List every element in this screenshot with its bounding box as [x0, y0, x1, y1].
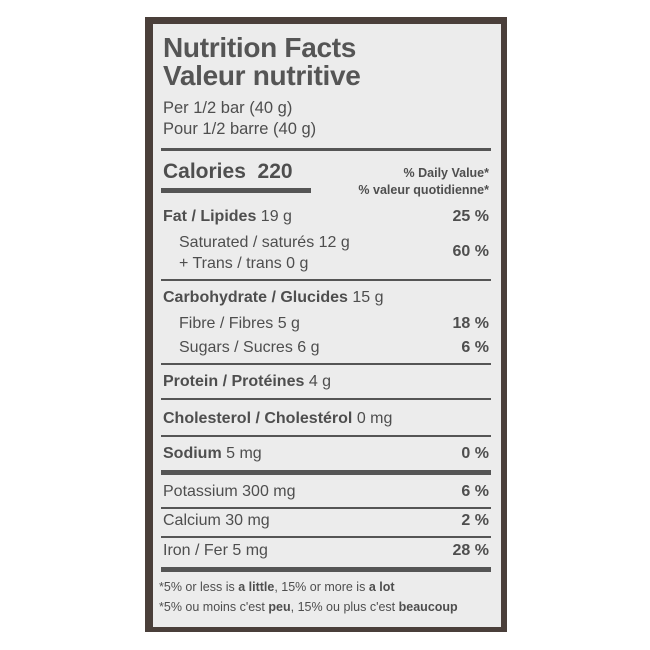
nutrient-sodium: Sodium 5 mg 0 %: [163, 445, 489, 465]
divider: [161, 507, 491, 509]
serving-size-fr: Pour 1/2 barre (40 g): [163, 120, 317, 138]
nutrient-daily-value: 18 %: [452, 315, 489, 332]
nutrient-daily-value: 6 %: [461, 339, 489, 356]
divider: [161, 435, 491, 437]
footnote-en: *5% or less is a little, 15% or more is …: [159, 580, 395, 594]
nutrient-label: Fibre / Fibres 5 g: [179, 315, 300, 332]
nutrient-daily-value: 28 %: [452, 542, 489, 559]
nutrient-amount: 15 g: [352, 289, 384, 306]
nutrient-label: Cholesterol / Cholestérol: [163, 410, 353, 427]
nutrient-trans: + Trans / trans 0 g: [163, 255, 489, 275]
nutrient-daily-value: 25 %: [452, 208, 489, 225]
footnote-emphasis: a lot: [368, 580, 395, 594]
serving-size-en: Per 1/2 bar (40 g): [163, 99, 293, 117]
title-en: Nutrition Facts: [163, 32, 357, 63]
nutrient-label: Potassium 300 mg: [163, 483, 296, 500]
nutrient-daily-value: 60 %: [452, 243, 489, 260]
nutrient-amount: 19 g: [260, 208, 292, 225]
daily-value-en: % Daily Value*: [403, 166, 489, 180]
nutrient-iron: Iron / Fer 5 mg 28 %: [163, 542, 489, 562]
nutrient-daily-value: 6 %: [461, 483, 489, 500]
nutrient-label: Carbohydrate / Glucides: [163, 289, 348, 306]
nutrient-calcium: Calcium 30 mg 2 %: [163, 512, 489, 532]
daily-value-header: % Daily Value* % valeur quotidienne*: [358, 165, 489, 199]
nutrient-label: + Trans / trans 0 g: [179, 255, 309, 272]
calories: Calories 220: [163, 160, 293, 184]
footnote-emphasis: a little: [238, 580, 275, 594]
nutrition-facts-panel: Nutrition Facts Valeur nutritive Per 1/2…: [153, 24, 501, 627]
footnote-text: *5% or less is: [159, 580, 239, 594]
footnote-text: , 15% ou plus c'est: [290, 600, 399, 614]
nutrient-label: Calcium 30 mg: [163, 512, 270, 529]
footnote-text: *5% ou moins c'est: [159, 600, 269, 614]
daily-value-fr: % valeur quotidienne*: [358, 183, 489, 197]
divider-thick: [161, 567, 491, 572]
nutrient-label: Sugars / Sucres 6 g: [179, 339, 320, 356]
calories-value: 220: [257, 160, 293, 183]
nutrient-label: Sodium: [163, 445, 222, 462]
nutrient-daily-value: 0 %: [461, 445, 489, 462]
nutrient-fat: Fat / Lipides 19 g 25 %: [163, 208, 489, 228]
nutrient-saturated-trans-dv: 60 %: [163, 243, 489, 263]
nutrient-amount: 0 mg: [356, 410, 393, 427]
divider: [161, 398, 491, 400]
footnote-fr: *5% ou moins c'est peu, 15% ou plus c'es…: [159, 600, 458, 614]
nutrient-fibre: Fibre / Fibres 5 g 18 %: [163, 315, 489, 335]
divider: [161, 148, 491, 151]
nutrient-daily-value: 2 %: [461, 512, 489, 529]
divider-thick: [161, 470, 491, 475]
nutrient-label: Iron / Fer 5 mg: [163, 542, 268, 559]
footnote-emphasis: beaucoup: [398, 600, 458, 614]
nutrient-protein: Protein / Protéines 4 g: [163, 373, 489, 393]
footnote-text: , 15% or more is: [274, 580, 369, 594]
nutrient-amount: 4 g: [308, 373, 332, 390]
calories-label: Calories: [163, 160, 246, 183]
footnote-emphasis: peu: [268, 600, 291, 614]
nutrient-cholesterol: Cholesterol / Cholestérol 0 mg: [163, 410, 489, 430]
title-fr: Valeur nutritive: [163, 60, 361, 91]
nutrient-label: Fat / Lipides: [163, 208, 257, 225]
divider: [161, 536, 491, 538]
divider: [161, 279, 491, 281]
calories-underline: [161, 188, 311, 193]
nutrient-saturated: Saturated / saturés 12 g: [163, 234, 489, 254]
nutrient-amount: 5 mg: [226, 445, 262, 462]
nutrient-label: Saturated / saturés 12 g: [179, 234, 350, 251]
nutrient-potassium: Potassium 300 mg 6 %: [163, 483, 489, 503]
nutrient-label: Protein / Protéines: [163, 373, 305, 390]
nutrient-sugars: Sugars / Sucres 6 g 6 %: [163, 339, 489, 359]
nutrient-carbohydrate: Carbohydrate / Glucides 15 g: [163, 289, 489, 309]
divider: [161, 363, 491, 365]
